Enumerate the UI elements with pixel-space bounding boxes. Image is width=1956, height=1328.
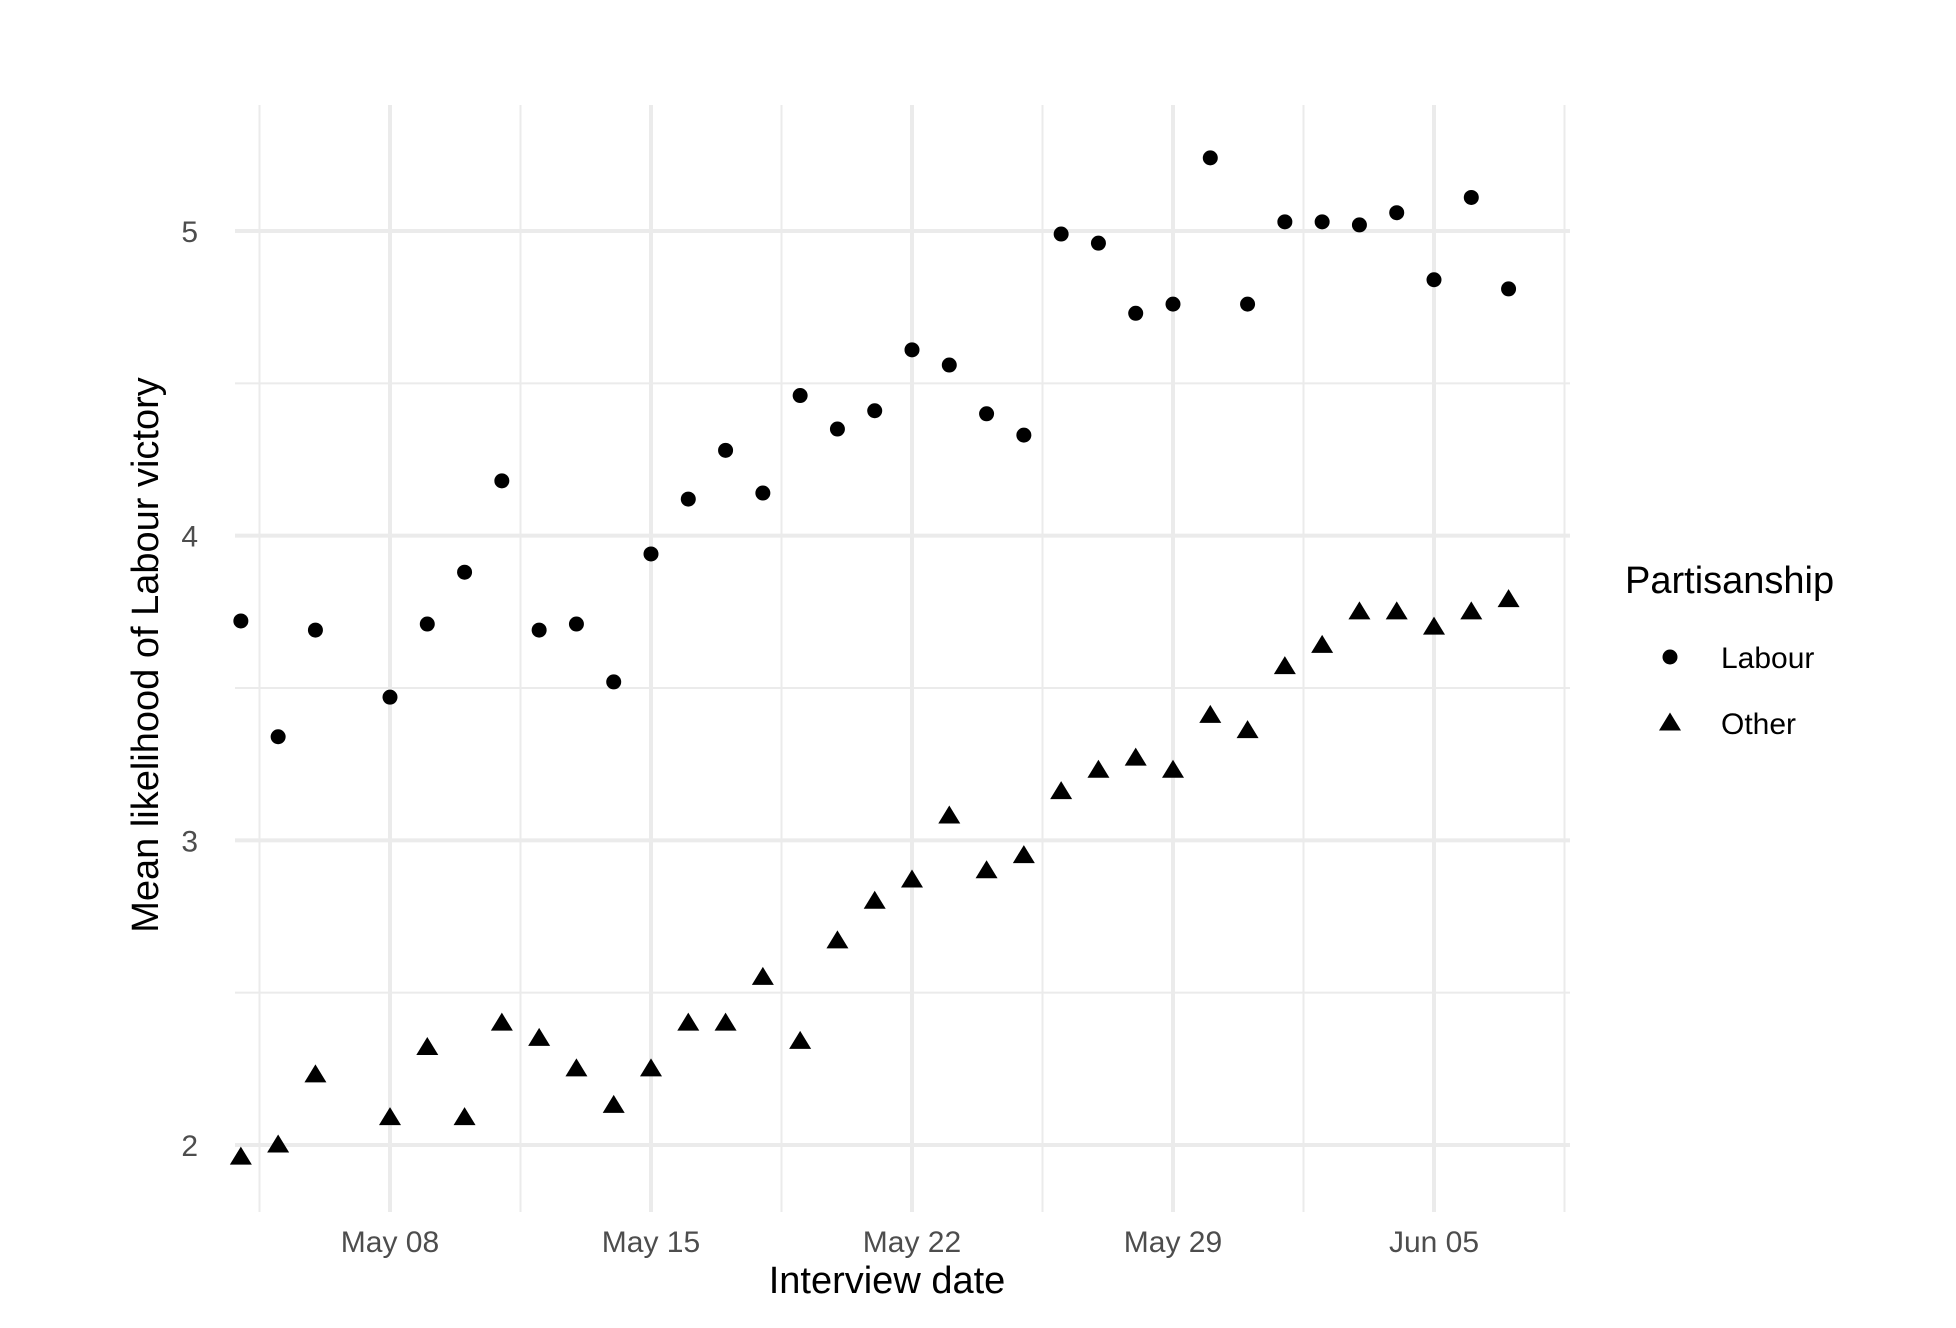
labour-point (270, 729, 286, 745)
other-point (1423, 616, 1445, 635)
x-axis-tick-labels: May 08 May 15 May 22 May 29 Jun 05 (341, 1226, 1479, 1259)
y-tick-label: 3 (181, 825, 198, 858)
other-point (751, 966, 774, 985)
labour-point (606, 674, 622, 690)
labour-point (1240, 296, 1256, 312)
other-point (490, 1012, 513, 1031)
labour-point (792, 388, 808, 404)
labour-point (1351, 217, 1367, 233)
labour-point (643, 546, 659, 562)
other-point (714, 1012, 737, 1031)
labour-point (1090, 235, 1106, 251)
other-point (1124, 747, 1147, 766)
labour-point (718, 442, 734, 458)
x-tick-label: May 29 (1124, 1226, 1222, 1259)
other-point (640, 1058, 662, 1077)
other-point (304, 1064, 327, 1083)
legend-title: Partisanship (1625, 560, 1834, 602)
other-point (1348, 601, 1371, 620)
other-point (1497, 589, 1520, 608)
other-point (1050, 781, 1073, 800)
series-other (229, 589, 1520, 1165)
labour-point (1314, 214, 1330, 230)
other-point (453, 1107, 476, 1126)
other-point (1087, 759, 1110, 778)
labour-point (680, 491, 696, 507)
legend-item-other: Other (1659, 708, 1796, 741)
labour-point (531, 622, 547, 638)
y-tick-label: 2 (181, 1130, 198, 1163)
y-axis-title: Mean likelihood of Labour victory (125, 377, 167, 933)
other-point (938, 805, 961, 824)
series-labour (233, 150, 1517, 745)
other-point (379, 1107, 401, 1126)
other-point (1162, 759, 1184, 778)
labour-point (755, 485, 771, 501)
other-point (602, 1094, 625, 1113)
labour-point (419, 616, 435, 632)
y-axis-tick-labels: 2 3 4 5 (181, 216, 198, 1163)
labour-point (382, 689, 398, 705)
labour-point (1165, 296, 1181, 312)
x-tick-label: Jun 05 (1389, 1226, 1479, 1259)
labour-point (233, 613, 249, 629)
labour-point (829, 421, 845, 437)
other-point (1311, 634, 1334, 653)
legend-items: Labour Other (1659, 642, 1814, 741)
labour-point (1501, 281, 1517, 297)
labour-point (1053, 226, 1069, 242)
labour-point (568, 616, 584, 632)
other-point (416, 1037, 439, 1056)
other-point (789, 1030, 812, 1049)
other-point (565, 1058, 588, 1077)
x-tick-label: May 22 (863, 1226, 961, 1259)
other-point (1385, 601, 1408, 620)
legend-item-labour: Labour (1662, 642, 1814, 675)
legend-key-triangle (1659, 712, 1681, 731)
other-point (677, 1012, 700, 1031)
labour-point (979, 406, 995, 422)
labour-point (457, 564, 473, 580)
labour-point (1016, 427, 1032, 443)
other-point (1012, 845, 1035, 864)
other-point (1460, 601, 1483, 620)
other-point (1273, 656, 1296, 675)
legend: Partisanship Labour Other (1625, 560, 1834, 741)
labour-point (941, 357, 957, 373)
other-point (901, 869, 923, 888)
legend-label: Other (1721, 708, 1796, 741)
legend-key-circle (1662, 649, 1678, 665)
labour-point (1128, 305, 1144, 321)
legend-label: Labour (1721, 642, 1814, 675)
major-gridlines (235, 105, 1570, 1212)
labour-point (904, 342, 920, 358)
labour-point (307, 622, 323, 638)
labour-point (1277, 214, 1293, 230)
labour-point (1202, 150, 1218, 166)
x-tick-label: May 15 (602, 1226, 700, 1259)
minor-gridlines (235, 105, 1570, 1212)
labour-point (1463, 189, 1479, 205)
labour-point (1426, 272, 1442, 288)
y-tick-label: 4 (181, 521, 198, 554)
other-point (267, 1134, 290, 1153)
y-tick-label: 5 (181, 216, 198, 249)
other-point (1236, 720, 1259, 739)
other-point (826, 930, 849, 949)
other-point (229, 1146, 252, 1165)
data-points (229, 150, 1520, 1165)
labour-point (494, 473, 510, 489)
labour-point (867, 403, 883, 419)
other-point (975, 860, 998, 879)
labour-point (1389, 205, 1405, 221)
other-point (863, 890, 886, 909)
other-point (1199, 704, 1222, 723)
x-tick-label: May 08 (341, 1226, 439, 1259)
other-point (528, 1027, 551, 1046)
x-axis-title: Interview date (769, 1260, 1006, 1302)
